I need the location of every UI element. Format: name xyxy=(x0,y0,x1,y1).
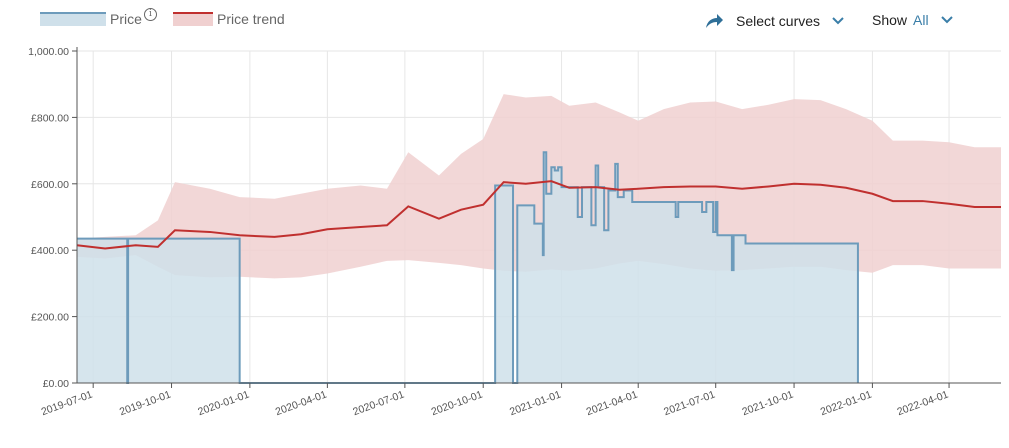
y-tick-label: £400.00 xyxy=(31,245,69,257)
info-icon[interactable]: i xyxy=(143,7,157,21)
legend-swatch-trend xyxy=(173,12,213,26)
legend-label-price: Price xyxy=(110,11,142,27)
chevron-down-icon xyxy=(832,17,844,25)
price-line xyxy=(77,151,859,384)
x-tick-label: 2022-04-01 xyxy=(895,388,950,418)
x-tick-label: 2020-07-01 xyxy=(351,388,406,418)
legend-label-price-trend: Price trend xyxy=(217,11,285,27)
legend-swatch-price xyxy=(40,12,106,26)
chart-axes xyxy=(72,47,1001,388)
x-tick-label: 2021-04-01 xyxy=(585,388,640,418)
show-value: All xyxy=(913,12,929,28)
y-tick-label: £0.00 xyxy=(43,378,69,390)
y-tick-label: £600.00 xyxy=(31,179,69,191)
chart-legend: Price i Price trend xyxy=(0,0,1009,40)
show-filter-dropdown[interactable]: Show All xyxy=(872,12,953,28)
legend-item-price-trend[interactable]: Price trend xyxy=(173,11,285,27)
price-trend-line xyxy=(76,180,1001,250)
select-curves-label: Select curves xyxy=(736,13,821,29)
x-tick-label: 2021-01-01 xyxy=(508,388,563,418)
price-area xyxy=(77,152,858,383)
x-tick-label: 2020-10-01 xyxy=(430,388,485,418)
x-tick-label: 2020-01-01 xyxy=(196,388,251,418)
price-series-layer xyxy=(77,151,859,384)
y-tick-label: £800.00 xyxy=(31,112,69,124)
x-tick-label: 2021-07-01 xyxy=(662,388,717,418)
x-tick-label: 2019-07-01 xyxy=(40,388,95,418)
x-axis-tick-labels: 2019-07-01 2019-10-01 2020-01-01 2020-04-01… xyxy=(40,388,951,418)
chevron-down-icon xyxy=(940,16,953,24)
legend-item-price[interactable]: Price i xyxy=(40,7,157,27)
y-tick-label: £200.00 xyxy=(31,312,69,324)
share-arrow-icon xyxy=(706,14,723,28)
y-axis-tick-labels: £0.00 £200.00 £400.00 £600.00 £800.00 1,000.0… xyxy=(28,46,69,390)
x-tick-label: 2019-10-01 xyxy=(118,388,173,418)
x-tick-label: 2021-10-01 xyxy=(741,388,796,418)
y-tick-label: 1,000.00 xyxy=(28,46,69,58)
trend-line-layer xyxy=(76,180,1001,250)
x-tick-label: 2022-01-01 xyxy=(819,388,874,418)
x-tick-label: 2020-04-01 xyxy=(274,388,329,418)
show-label: Show xyxy=(872,12,908,28)
select-curves-dropdown[interactable]: Select curves xyxy=(704,12,844,30)
